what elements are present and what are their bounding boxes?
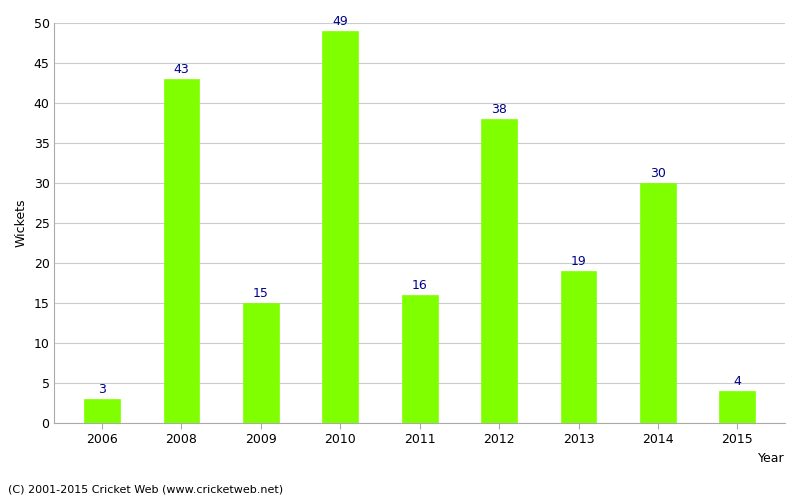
Bar (561, 271, 596, 423)
X-axis label: Year: Year (758, 452, 785, 465)
Text: 15: 15 (253, 287, 269, 300)
Bar (243, 303, 278, 423)
Text: 38: 38 (491, 103, 507, 116)
Bar (322, 32, 358, 423)
Text: 43: 43 (174, 63, 190, 76)
Y-axis label: Wickets: Wickets (15, 199, 28, 248)
Bar (402, 295, 438, 423)
Text: (C) 2001-2015 Cricket Web (www.cricketweb.net): (C) 2001-2015 Cricket Web (www.cricketwe… (8, 485, 283, 495)
Bar (164, 80, 199, 423)
Text: 49: 49 (333, 15, 348, 28)
Bar (84, 399, 120, 423)
Bar (640, 183, 676, 423)
Text: 30: 30 (650, 167, 666, 180)
Bar (482, 120, 517, 423)
Text: 3: 3 (98, 383, 106, 396)
Text: 19: 19 (570, 255, 586, 268)
Text: 16: 16 (412, 279, 427, 292)
Text: 4: 4 (734, 375, 742, 388)
Bar (719, 391, 755, 423)
